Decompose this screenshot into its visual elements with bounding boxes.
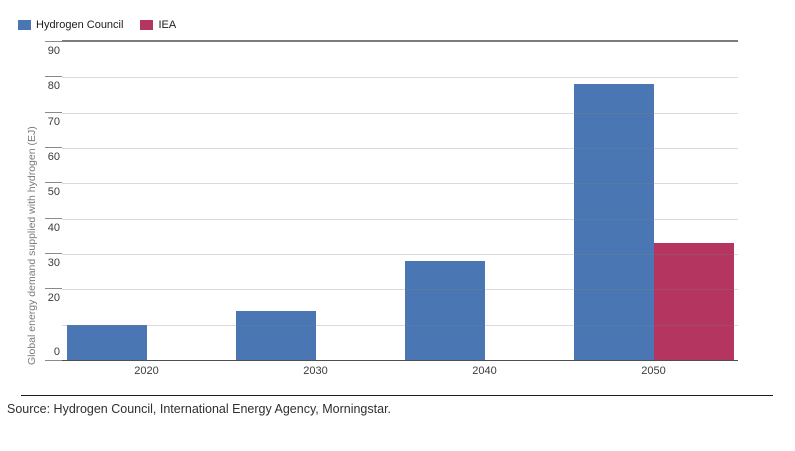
gridline-60 (62, 148, 738, 149)
y-tick-label-80: 80 (47, 80, 60, 93)
bar-hydrogen-council-2020 (66, 324, 147, 360)
y-tick-label-40: 40 (47, 221, 60, 234)
y-tick-label-20: 20 (47, 292, 60, 305)
source-note: Source: Hydrogen Council, International … (7, 402, 392, 416)
y-tick-label-0: 0 (53, 346, 60, 358)
gridline-30 (62, 254, 738, 255)
x-tick-label-2050: 2050 (641, 365, 666, 377)
bar-hydrogen-council-2030 (235, 310, 316, 360)
y-tick-label-30: 30 (47, 257, 60, 269)
y-tick-dash-60 (45, 147, 62, 148)
x-tick-label-2030: 2030 (303, 365, 328, 377)
y-tick-dash-90 (45, 41, 62, 42)
y-tick-dash-70 (45, 111, 62, 113)
y-axis: 90 80 70 60 50 40 30 20 0 (0, 40, 62, 362)
gridline-70 (62, 112, 738, 114)
gridline-80 (62, 77, 738, 79)
x-tick-label-2020: 2020 (134, 365, 159, 377)
plot-area (62, 40, 738, 361)
y-tick-dash-40 (45, 217, 62, 219)
y-tick-dash-50 (45, 182, 62, 184)
y-tick-dash-0 (45, 360, 62, 361)
y-tick-label-90: 90 (47, 45, 60, 57)
legend-swatch-hydrogen-council (18, 20, 31, 30)
bar-hydrogen-council-2050 (573, 84, 654, 360)
legend-item-hydrogen-council: Hydrogen Council (18, 19, 123, 31)
legend-swatch-iea (140, 20, 154, 30)
x-axis-baseline (62, 360, 738, 361)
gridline-50 (62, 183, 738, 185)
x-axis: 2020 2030 2040 2050 (62, 365, 738, 381)
y-tick-label-70: 70 (47, 115, 60, 128)
chart-legend: Hydrogen Council IEA (18, 19, 176, 31)
footer-divider (21, 395, 773, 396)
legend-label-iea: IEA (158, 19, 177, 31)
x-tick-label-2040: 2040 (472, 365, 497, 377)
bar-hydrogen-council-2040 (404, 261, 485, 360)
bar-iea-2050 (653, 243, 734, 360)
plot-top-border (62, 40, 738, 42)
y-tick-label-50: 50 (47, 186, 60, 199)
y-tick-dash-30 (45, 253, 62, 254)
y-tick-label-60: 60 (47, 151, 60, 163)
y-tick-dash-20 (45, 288, 62, 290)
gridline-40 (62, 218, 738, 220)
gridline-20 (62, 289, 738, 291)
legend-label-hydrogen-council: Hydrogen Council (36, 19, 124, 31)
gridline-10 (62, 324, 738, 326)
y-tick-dash-80 (45, 76, 62, 78)
legend-item-iea: IEA (140, 19, 176, 31)
